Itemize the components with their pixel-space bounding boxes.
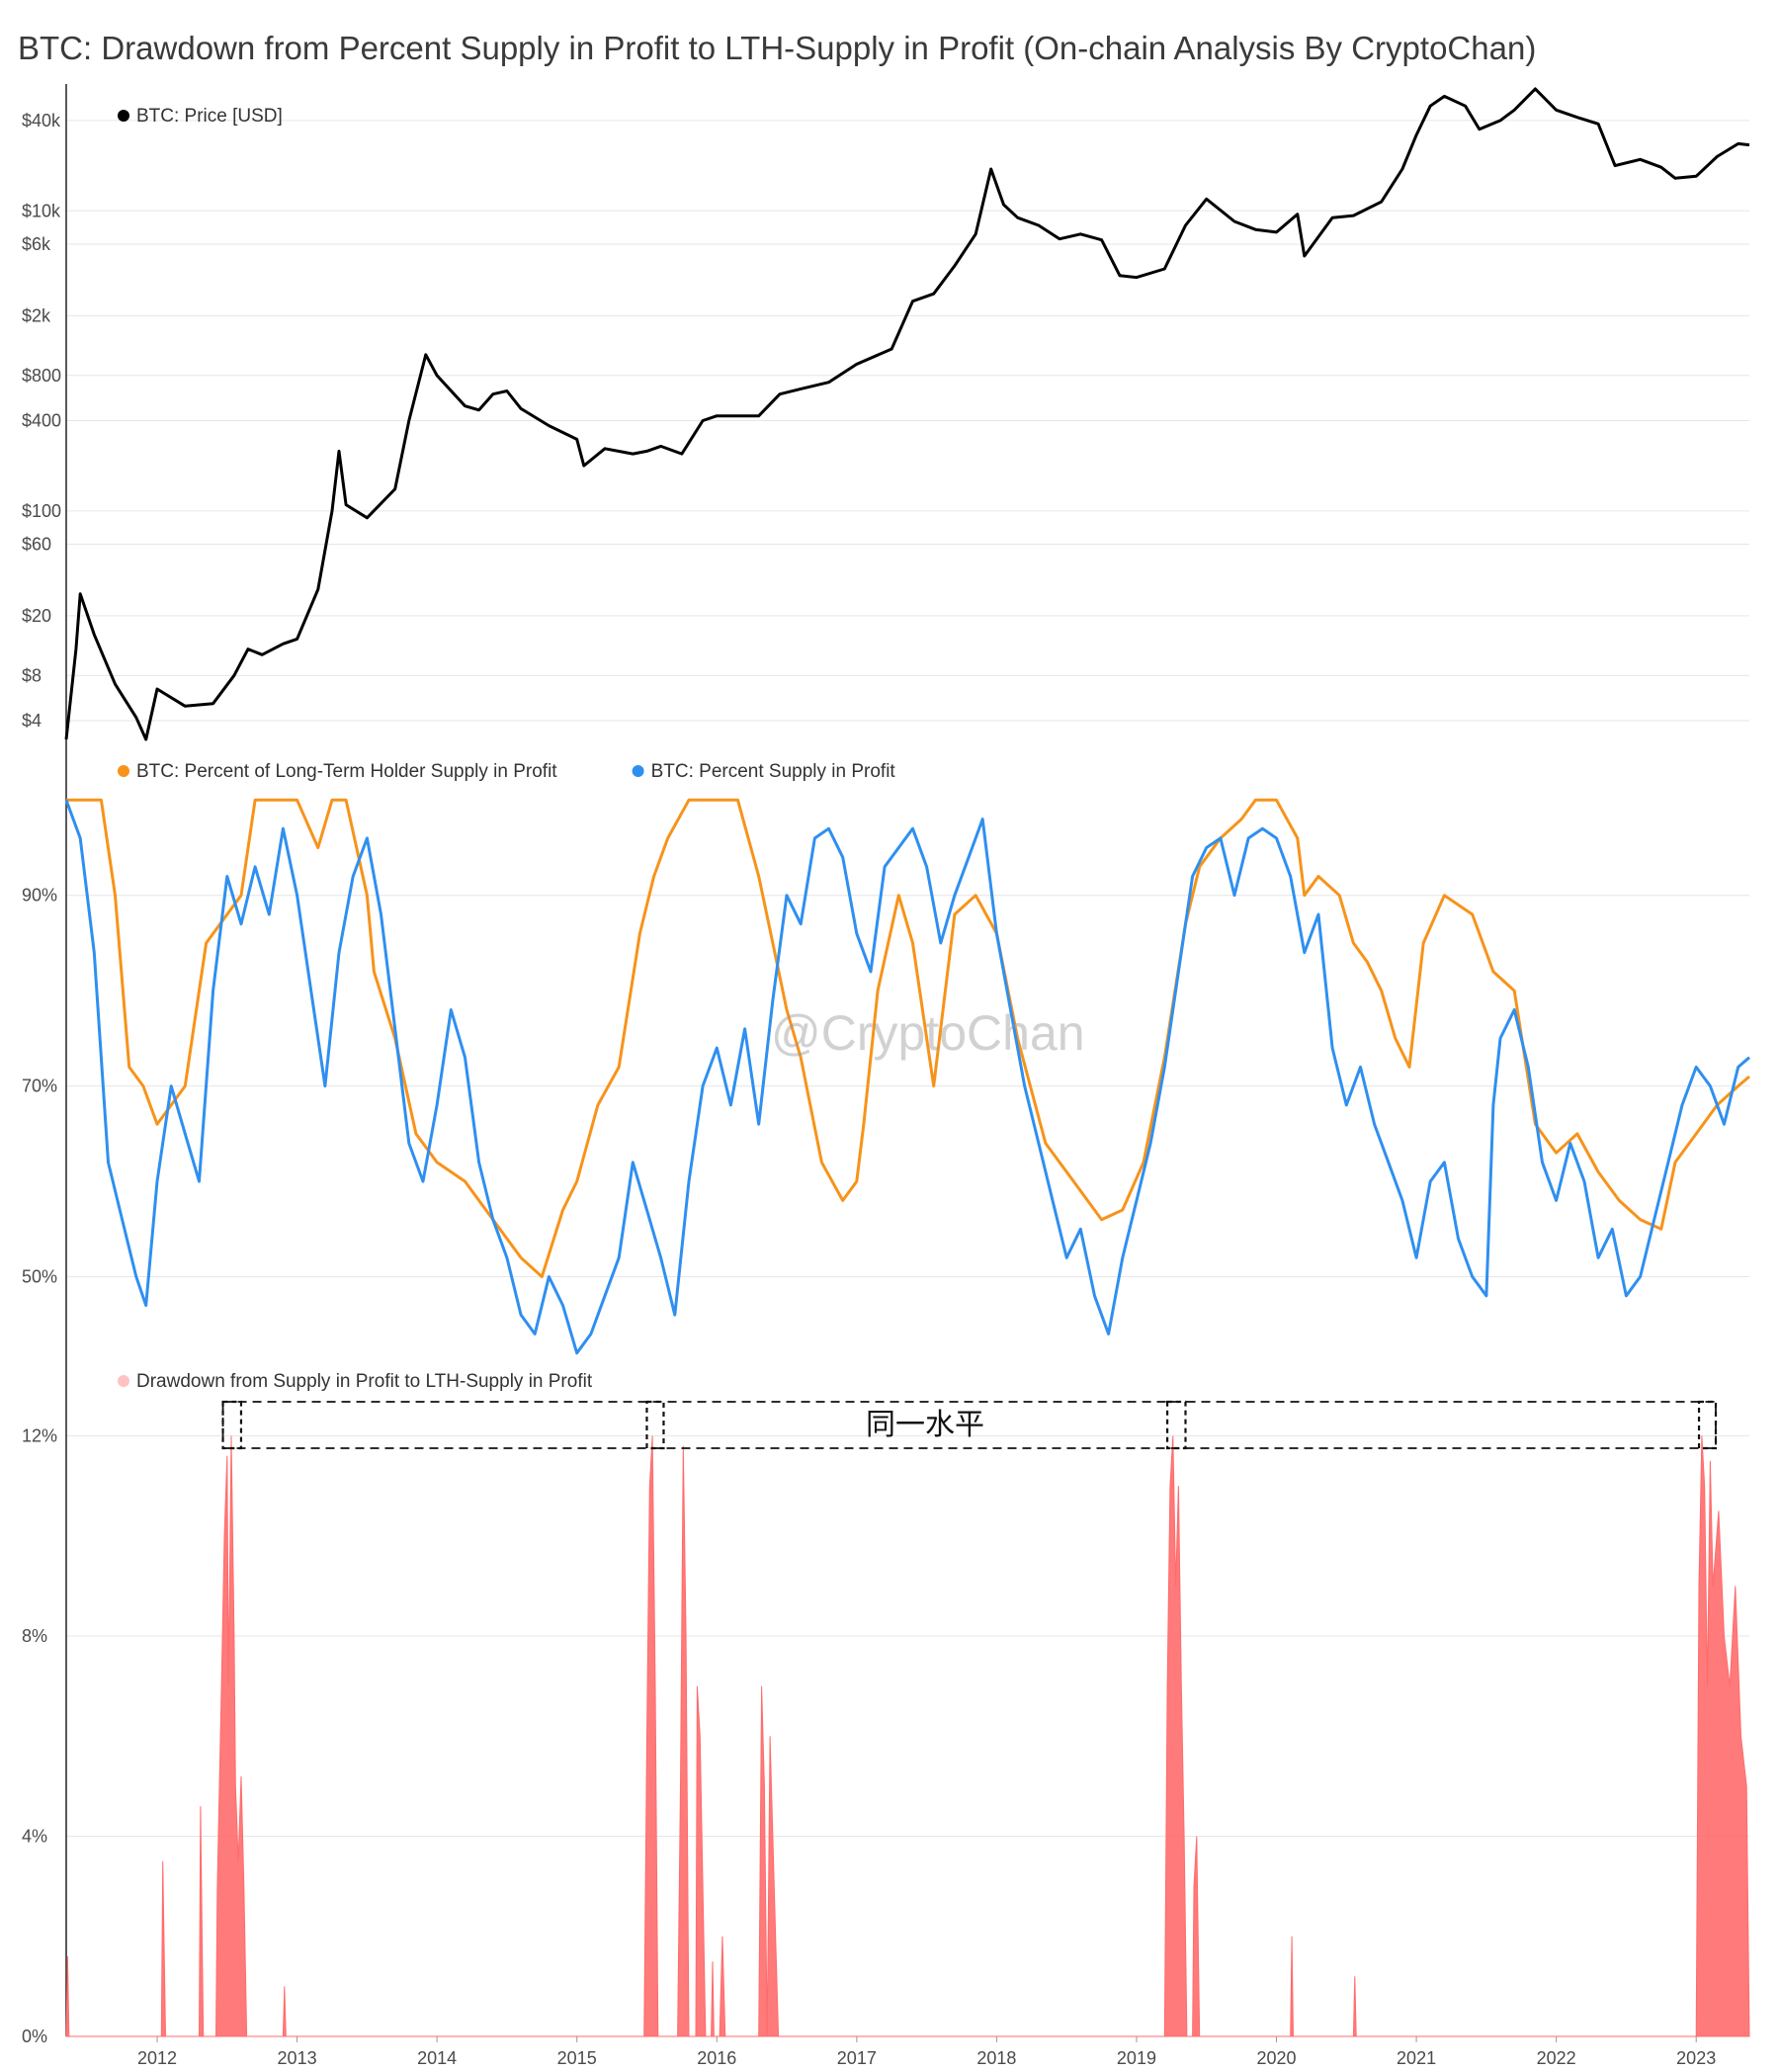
y-tick-label: 0% (22, 2027, 47, 2046)
x-tick-label: 2019 (1117, 2048, 1156, 2068)
series-layer (64, 87, 1750, 2037)
y-tick-label: $100 (22, 501, 61, 521)
y-tick-label: 70% (22, 1077, 57, 1096)
y-tick-label: 12% (22, 1426, 57, 1446)
y-tick-label: 90% (22, 886, 57, 906)
x-tick-label: 2017 (837, 2048, 877, 2068)
x-tick-label: 2016 (697, 2048, 736, 2068)
legend-marker (632, 765, 644, 777)
legend-layer: BTC: Price [USD] BTC: Percent of Long-Ter… (118, 106, 895, 1392)
annotation-layer: 同一水平 @CryptoChan (221, 1005, 1718, 1450)
legend-marker (118, 110, 129, 122)
legend-label: BTC: Percent of Long-Term Holder Supply … (136, 761, 557, 782)
x-tick-label: 2018 (976, 2048, 1016, 2068)
y-tick-label: $400 (22, 410, 61, 430)
legend-label: BTC: Price [USD] (136, 106, 283, 127)
y-tick-label: 8% (22, 1626, 47, 1646)
y-tick-label: $40k (22, 111, 61, 130)
watermark: @CryptoChan (771, 1005, 1085, 1061)
annotation-peak-box (645, 1400, 665, 1450)
axis-layer: $40k $10k $6k $2k $800 $400 $100 $60 $20 $8 $4 90% 7… (22, 84, 1749, 2068)
chart-title: BTC: Drawdown from Percent Supply in Pro… (18, 30, 1537, 66)
series-line-supply-in-profit (64, 799, 1750, 1355)
grid-layer (66, 120, 1749, 2037)
x-tick-label: 2022 (1537, 2048, 1576, 2068)
annotation-label: 同一水平 (866, 1408, 984, 1442)
x-tick-label: 2015 (557, 2048, 597, 2068)
y-tick-label: 4% (22, 1827, 47, 1847)
y-tick-label: $2k (22, 305, 51, 325)
y-tick-label: $60 (22, 535, 51, 555)
annotation-peak-box (1165, 1400, 1187, 1450)
series-line-lth-supply-in-profit (66, 798, 1750, 1278)
annotation-peak-box (221, 1400, 243, 1450)
y-tick-label: $8 (22, 665, 42, 685)
y-tick-label: $6k (22, 234, 51, 254)
y-tick-label: $10k (22, 201, 61, 220)
y-tick-label: $4 (22, 711, 42, 731)
legend-marker (118, 1375, 129, 1387)
legend-label: BTC: Percent Supply in Profit (651, 761, 896, 782)
x-tick-label: 2012 (137, 2048, 177, 2068)
x-tick-label: 2023 (1676, 2048, 1716, 2068)
x-tick-label: 2013 (278, 2048, 317, 2068)
legend-marker (118, 765, 129, 777)
y-tick-label: $800 (22, 366, 61, 386)
series-line-price (64, 87, 1750, 741)
x-tick-label: 2014 (417, 2048, 457, 2068)
y-tick-label: 50% (22, 1267, 57, 1287)
annotation-peak-box (1697, 1400, 1718, 1450)
x-tick-label: 2020 (1256, 2048, 1296, 2068)
x-tick-label: 2021 (1397, 2048, 1436, 2068)
y-tick-label: $20 (22, 606, 51, 626)
legend-label: Drawdown from Supply in Profit to LTH-Su… (136, 1371, 593, 1392)
series-area-drawdown (65, 1435, 1750, 2037)
